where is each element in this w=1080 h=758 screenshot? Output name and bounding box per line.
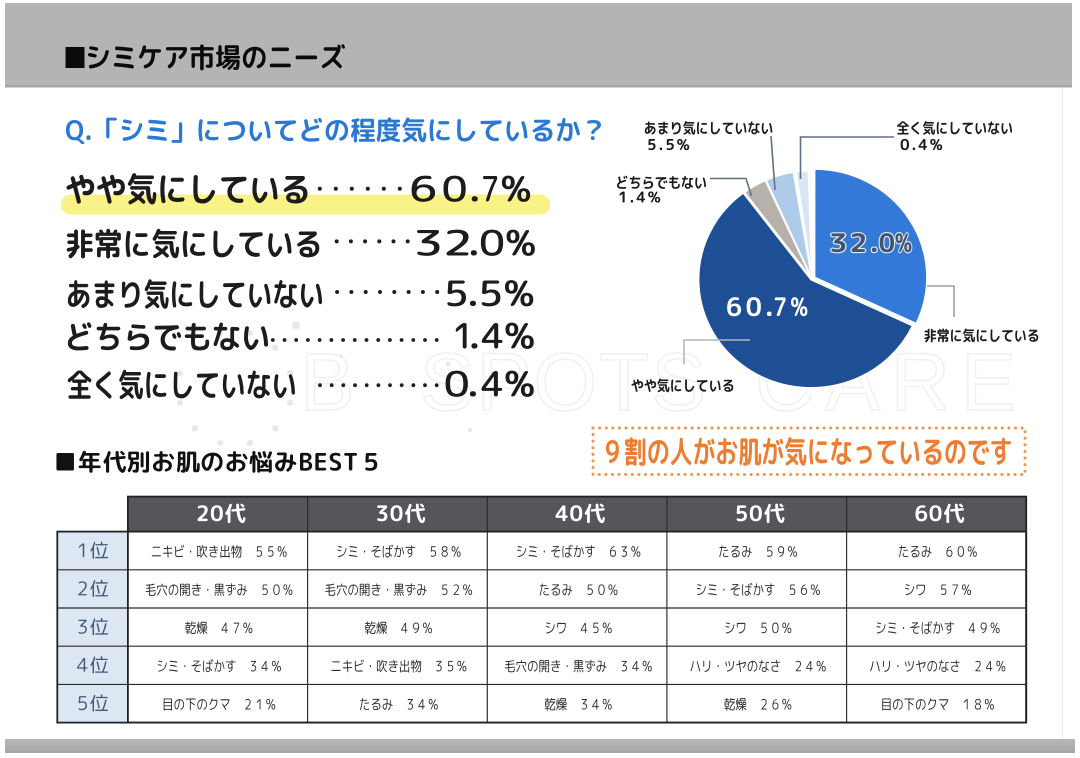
svg-text:B: B xyxy=(300,337,355,428)
